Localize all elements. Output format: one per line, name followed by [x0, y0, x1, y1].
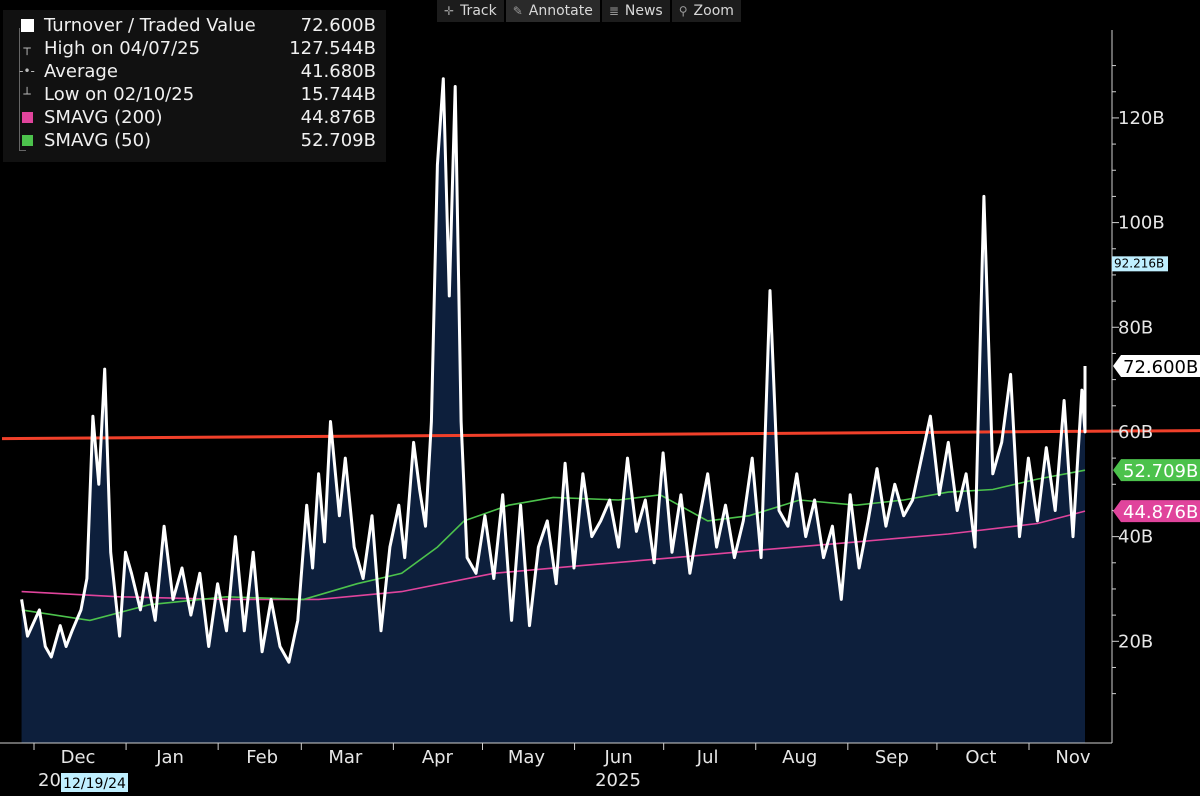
horizontal-level-line[interactable] — [1, 429, 1200, 441]
low-marker-icon: ┴ — [23, 87, 31, 101]
legend-label: High on 04/07/25 — [44, 38, 201, 59]
x-tick-label: Sep — [875, 747, 909, 768]
legend-row-smavg-200[interactable]: SMAVG (200) 44.876B — [3, 106, 386, 129]
x-tick-label: Jul — [696, 747, 719, 768]
price-tag-label: 72.600B — [1123, 357, 1198, 378]
x-tick-label: Jun — [604, 747, 633, 768]
price-tag-label: 44.876B — [1123, 502, 1198, 523]
turnover-line[interactable] — [20, 77, 1087, 664]
price-tag — [1113, 355, 1200, 377]
legend-panel: Turnover / Traded Value 72.600B ┬ High o… — [3, 10, 386, 162]
y-tick-label: 40B — [1118, 527, 1153, 548]
price-tag-label: 92.216B — [1114, 256, 1164, 270]
crosshair-icon: ✛ — [444, 4, 455, 18]
x-tick-label: May — [508, 747, 546, 768]
legend-value: 52.709B — [300, 130, 376, 151]
news-icon: ≣ — [608, 4, 619, 18]
price-tag-label: 52.709B — [1123, 461, 1198, 482]
price-tag — [1112, 256, 1168, 272]
green-square-icon — [16, 129, 38, 154]
x-tick-label: Feb — [246, 747, 278, 768]
legend-value: 72.600B — [300, 15, 376, 36]
legend-row-average[interactable]: -•- Average 41.680B — [3, 60, 386, 83]
legend-label: Average — [44, 61, 118, 82]
x-tick-label: Jan — [155, 747, 184, 768]
y-tick-label: 60B — [1118, 422, 1153, 443]
price-tag — [1113, 459, 1200, 482]
pencil-icon: ✎ — [512, 4, 523, 18]
legend-label: SMAVG (50) — [44, 130, 152, 151]
white-square-icon — [16, 14, 38, 40]
smavg-200-line[interactable] — [21, 510, 1086, 601]
y-tick-label: 100B — [1118, 213, 1165, 234]
track-button[interactable]: ✛ Track — [437, 0, 504, 22]
x-tick-label: Apr — [422, 747, 454, 768]
x-tick-label: Dec — [61, 747, 96, 768]
legend-label: Turnover / Traded Value — [44, 15, 256, 36]
legend-value: 15.744B — [300, 84, 376, 105]
year-label: 2025 — [595, 770, 641, 791]
legend-row-smavg-50[interactable]: SMAVG (50) 52.709B — [3, 129, 386, 152]
legend-value: 41.680B — [300, 61, 376, 82]
news-label: News — [624, 3, 663, 19]
cursor-date-label: 12/19/24 — [63, 776, 126, 792]
x-tick-label: Oct — [965, 747, 996, 768]
track-label: Track — [460, 3, 497, 19]
legend-label: Low on 02/10/25 — [44, 84, 195, 105]
legend-row-turnover[interactable]: Turnover / Traded Value 72.600B — [3, 14, 386, 37]
legend-label: SMAVG (200) — [44, 107, 163, 128]
zoom-button[interactable]: ⚲ Zoom — [671, 0, 741, 22]
high-marker-icon: ┬ — [23, 41, 31, 55]
cursor-date-tag — [61, 773, 128, 792]
legend-value: 127.544B — [289, 38, 376, 59]
annotate-label: Annotate — [528, 3, 593, 19]
legend-row-high[interactable]: ┬ High on 04/07/25 127.544B — [3, 37, 386, 60]
chart-toolbar: ✛ Track ✎ Annotate ≣ News ⚲ Zoom — [437, 0, 741, 22]
annotate-button[interactable]: ✎ Annotate — [505, 0, 600, 22]
magnifier-icon: ⚲ — [678, 4, 688, 18]
y-tick-label: 120B — [1118, 108, 1165, 129]
legend-tree-connector — [19, 28, 26, 151]
x-tick-label: Aug — [782, 747, 817, 768]
x-tick-label: Mar — [328, 747, 363, 768]
price-tag — [1113, 500, 1200, 523]
zoom-label: Zoom — [693, 3, 734, 19]
y-tick-label: 80B — [1118, 317, 1153, 338]
average-marker-icon: -•- — [19, 64, 35, 78]
y-tick-label: 20B — [1118, 631, 1153, 652]
x-tick-label: Nov — [1055, 747, 1090, 768]
pink-square-icon — [16, 106, 38, 131]
news-button[interactable]: ≣ News — [601, 0, 670, 22]
legend-value: 44.876B — [300, 107, 376, 128]
turnover-area-fill — [21, 78, 1086, 743]
legend-row-low[interactable]: ┴ Low on 02/10/25 15.744B — [3, 83, 386, 106]
